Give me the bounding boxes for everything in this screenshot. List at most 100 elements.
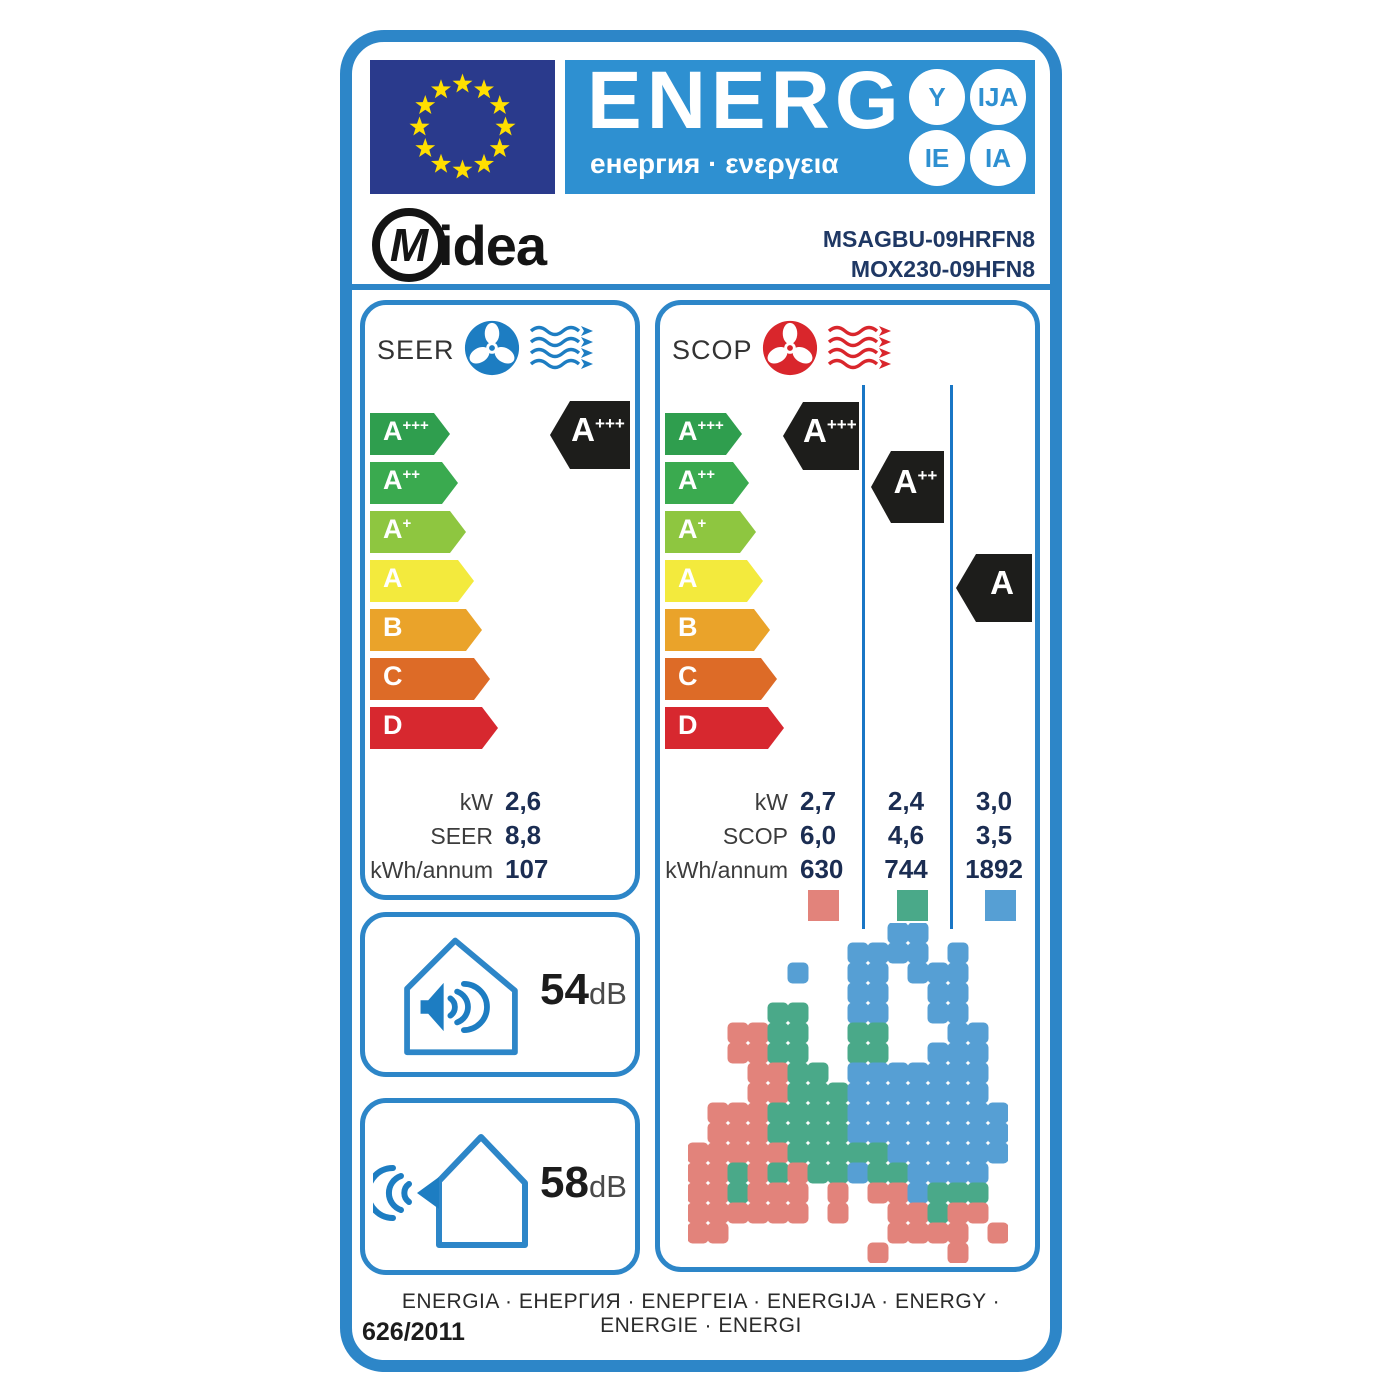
metric-value: 8,8 xyxy=(505,820,542,850)
language-badge: Y xyxy=(909,69,965,125)
energ-title: ENERG xyxy=(587,55,904,146)
scale-arrow-label: C xyxy=(383,661,403,691)
metric-row: kWh/annum 107 xyxy=(365,854,635,888)
rating-indicator-label: A xyxy=(990,564,1014,601)
metric-value: 2,4 xyxy=(887,786,925,816)
model-line-1: MSAGBU-09HRFN8 xyxy=(822,226,1035,252)
metric-row: kW 2,6 xyxy=(365,786,635,820)
header-divider xyxy=(352,284,1050,290)
metric-label: SEER xyxy=(430,823,493,849)
scale-arrow-label: C xyxy=(678,661,698,691)
metric-label: SCOP xyxy=(722,823,788,849)
scale-arrow-label: A+++ xyxy=(383,416,429,446)
eu-star-icon xyxy=(474,153,494,173)
indoor-noise-icon xyxy=(404,937,518,1056)
scale-arrow-label: B xyxy=(383,612,403,642)
scale-arrow-label: D xyxy=(678,710,698,740)
metric-value: 107 xyxy=(505,854,549,884)
metric-value: 744 xyxy=(884,854,928,884)
metric-value: 630 xyxy=(800,854,844,884)
energ-subtitle: енергия · ενεργεια xyxy=(590,148,839,179)
eu-star-icon xyxy=(452,159,473,179)
rating-indicator-label: A+++ xyxy=(803,412,857,449)
metric-label: kWh/annum xyxy=(370,857,493,883)
europe-climate-map xyxy=(688,923,1008,1263)
fan-icon-heating xyxy=(761,319,819,382)
scop-rating-indicator-colder: A xyxy=(956,554,1032,627)
metric-value: 6,0 xyxy=(800,820,837,850)
noise-box-outdoor: 58dB xyxy=(360,1098,640,1275)
noise-box-indoor: 54dB xyxy=(360,912,640,1077)
metric-label: kWh/annum xyxy=(665,857,788,883)
regulation-number: 626/2011 xyxy=(362,1318,465,1346)
eu-star-icon xyxy=(431,79,451,99)
zone-swatch-warm xyxy=(808,890,839,921)
eu-star-icon xyxy=(409,116,430,136)
scale-arrow-label: A+ xyxy=(383,514,412,544)
metric-row: kW 2,7 2,4 3,0 xyxy=(660,786,1035,820)
seer-panel: SEER A+++ A++ A+ A B C D A+++ kW 2,6 SEER 8,8 kWh/… xyxy=(360,300,640,900)
seer-title: SEER xyxy=(377,335,455,365)
eu-star-icon xyxy=(474,79,494,99)
eu-star-icon xyxy=(431,153,451,173)
scop-title: SCOP xyxy=(672,335,753,365)
outdoor-noise-unit: dB xyxy=(588,1169,627,1204)
indoor-noise-unit: dB xyxy=(588,976,627,1011)
scale-arrow-label: A++ xyxy=(678,465,716,495)
label-inner: ENERG енергия · ενεργεια Y IJA IE IA M idea… xyxy=(352,42,1050,1360)
climate-zone-swatches xyxy=(660,890,1035,922)
metric-label: kW xyxy=(754,789,788,815)
outdoor-noise-icon xyxy=(373,1134,528,1248)
seer-panel-header: SEER xyxy=(377,319,601,382)
metric-value: 3,0 xyxy=(975,786,1013,816)
language-badge: IE xyxy=(909,130,965,186)
language-badge: IJA xyxy=(970,69,1026,125)
eu-star-icon xyxy=(495,116,516,136)
brand-logo-m-icon: M xyxy=(372,208,446,282)
eu-star-icon xyxy=(489,95,510,114)
metric-value: 2,7 xyxy=(800,786,837,816)
metric-label: kW xyxy=(459,789,493,815)
indoor-noise-text: 54dB xyxy=(540,965,627,1015)
scale-arrow-label: B xyxy=(678,612,698,642)
scop-panel-header: SCOP xyxy=(672,319,899,382)
scop-panel: SCOP A+++ A++ A+ A B C D A+++ A++ A kW 2,7 2,4 3,… xyxy=(655,300,1040,1272)
metric-row: SCOP 6,0 4,6 3,5 xyxy=(660,820,1035,854)
scale-arrow-label: D xyxy=(383,710,403,740)
rating-indicator-label: A++ xyxy=(893,463,938,500)
scale-arrow-label: A xyxy=(383,563,403,593)
brand-logo-text: idea xyxy=(438,213,547,277)
metric-row: SEER 8,8 xyxy=(365,820,635,854)
label-root: ENERG енергия · ενεργεια Y IJA IE IA M idea… xyxy=(340,30,1062,1372)
energ-header: ENERG енергия · ενεργεια Y IJA IE IA xyxy=(565,56,1035,194)
scop-metric-rows: kW 2,7 2,4 3,0 SCOP 6,0 4,6 3,5 kWh/annum 630 744 1… xyxy=(660,786,1035,888)
eu-star-icon xyxy=(415,95,436,114)
airflow-icon-heating xyxy=(827,324,899,377)
scale-arrow-label: A xyxy=(678,563,698,593)
model-numbers: MSAGBU-09HRFN8 MOX230-09HFN8 xyxy=(632,224,1035,284)
outdoor-noise-value: 58 xyxy=(540,1158,589,1207)
zone-swatch-average xyxy=(897,890,928,921)
seer-rating-indicator: A+++ xyxy=(550,401,630,474)
eu-flag xyxy=(370,60,555,194)
eu-star-icon xyxy=(452,73,473,93)
scale-arrow-label: A+ xyxy=(678,514,707,544)
climate-column-divider-1 xyxy=(862,385,865,929)
language-badge: IA xyxy=(970,130,1026,186)
scop-rating-indicator-average: A+++ xyxy=(783,402,859,475)
language-badges: Y IJA IE IA xyxy=(909,69,1026,186)
eu-star-icon xyxy=(489,138,510,157)
scop-rating-indicator-warmer: A++ xyxy=(871,451,944,528)
climate-column-divider-2 xyxy=(950,385,953,929)
metric-value: 4,6 xyxy=(887,820,925,850)
eu-star-icon xyxy=(415,138,436,157)
scale-arrow-label: A++ xyxy=(383,465,421,495)
metric-value: 2,6 xyxy=(505,786,542,816)
fan-icon-cooling xyxy=(463,319,521,382)
footer-energy-words: ENERGIA · ЕНЕРГИЯ · ΕΝΕΡΓΕΙΑ · ENERGIJA … xyxy=(401,1290,1001,1337)
model-line-2: MOX230-09HFN8 xyxy=(850,256,1035,282)
zone-swatch-cold xyxy=(985,890,1016,921)
scale-arrow-label: A+++ xyxy=(678,416,724,446)
metric-value: 3,5 xyxy=(975,820,1013,850)
